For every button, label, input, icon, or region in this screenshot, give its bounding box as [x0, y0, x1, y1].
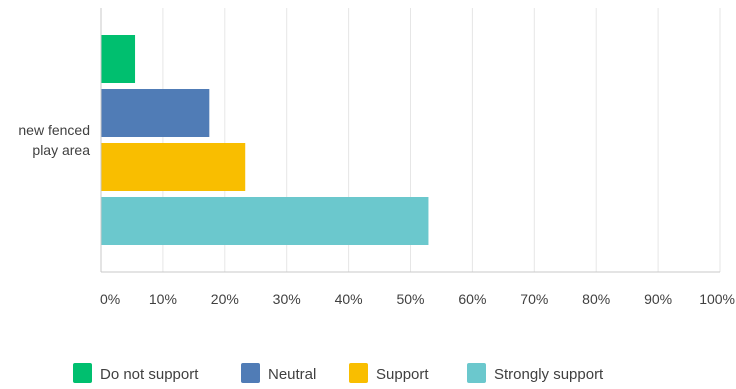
x-tick-label: 0% — [100, 291, 120, 307]
category-labels: new fenced play area — [18, 122, 90, 158]
x-tick-label: 40% — [335, 291, 363, 307]
x-tick-label: 60% — [458, 291, 486, 307]
bar-do-not-support[interactable] — [101, 35, 136, 83]
category-label: new fenced — [18, 122, 90, 138]
bar-strongly-support[interactable] — [101, 197, 429, 245]
x-tick-labels: 0% 10% 20% 30% 40% 50% 60% 70% 80% 90% 100% — [100, 291, 735, 307]
x-tick-label: 20% — [211, 291, 239, 307]
legend-label: Strongly support — [494, 366, 604, 383]
gridlines — [162, 8, 721, 272]
x-tick-label: 50% — [396, 291, 424, 307]
legend-item-do-not-support[interactable]: Do not support — [73, 363, 199, 383]
legend-label: Do not support — [100, 366, 199, 383]
x-tick-label: 80% — [582, 291, 610, 307]
axes — [100, 8, 720, 273]
bars — [101, 35, 429, 245]
x-tick-label: 30% — [273, 291, 301, 307]
category-label: play area — [32, 142, 90, 158]
legend-swatch — [349, 363, 368, 383]
x-tick-label: 100% — [699, 291, 735, 307]
bar-neutral[interactable] — [101, 89, 210, 137]
legend: Do not support Neutral Support Strongly sup… — [73, 363, 604, 383]
x-tick-label: 70% — [520, 291, 548, 307]
legend-item-strongly-support[interactable]: Strongly support — [467, 363, 604, 383]
bar-support[interactable] — [101, 143, 246, 191]
x-tick-label: 90% — [644, 291, 672, 307]
legend-label: Support — [376, 366, 429, 383]
legend-swatch — [241, 363, 260, 383]
x-tick-label: 10% — [149, 291, 177, 307]
legend-item-support[interactable]: Support — [349, 363, 429, 383]
legend-swatch — [73, 363, 92, 383]
legend-label: Neutral — [268, 366, 316, 383]
legend-swatch — [467, 363, 486, 383]
legend-item-neutral[interactable]: Neutral — [241, 363, 316, 383]
